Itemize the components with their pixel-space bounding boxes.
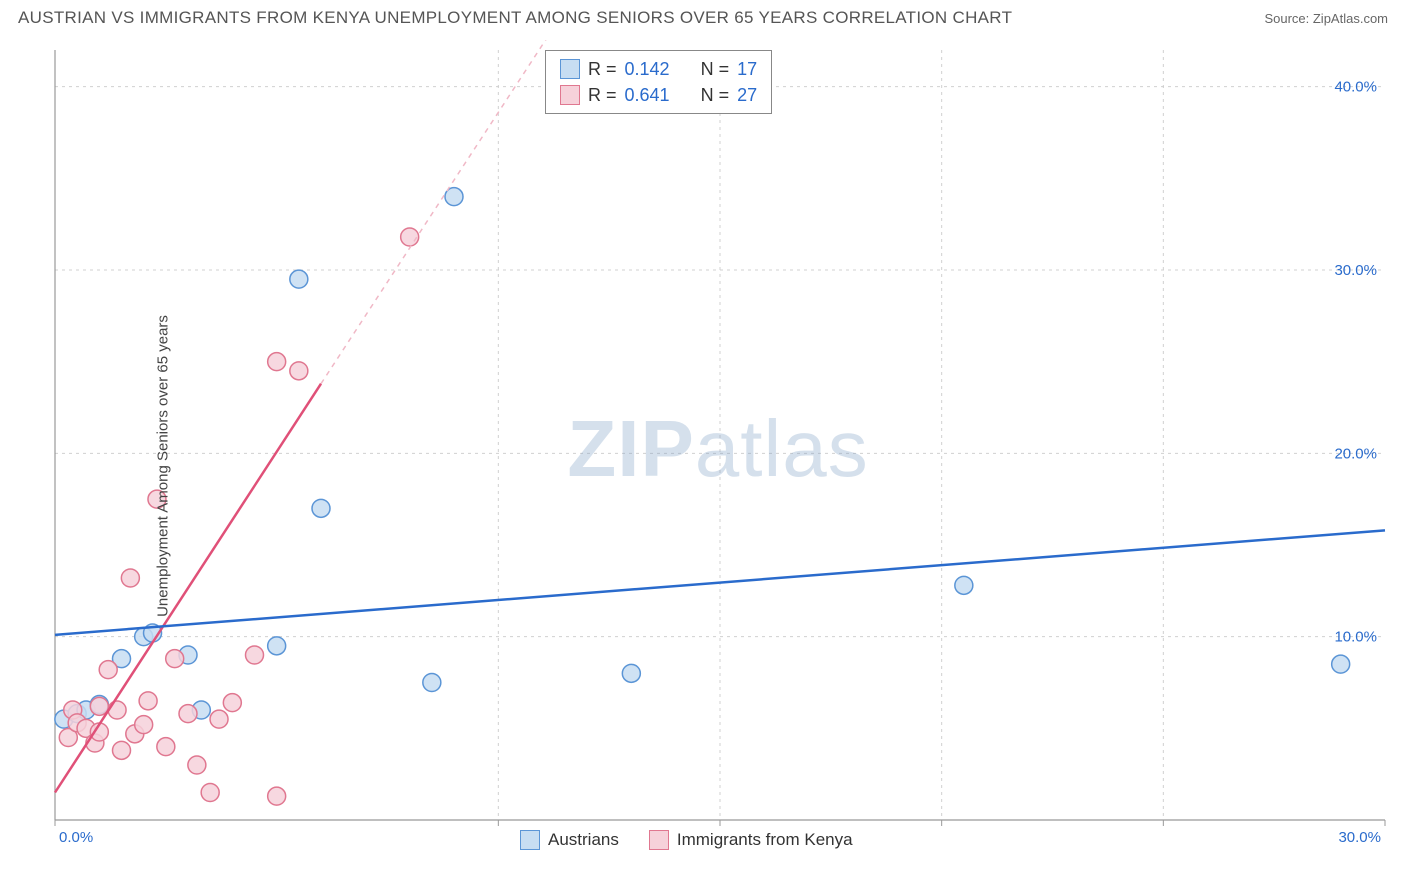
data-point — [312, 499, 330, 517]
stat-row: R = 0.641 N = 27 — [560, 82, 757, 108]
data-point — [290, 362, 308, 380]
legend-swatch — [649, 830, 669, 850]
bottom-legend: Austrians Immigrants from Kenya — [520, 830, 853, 850]
n-value: 27 — [737, 82, 757, 108]
data-point — [268, 787, 286, 805]
data-point — [268, 637, 286, 655]
legend-swatch — [560, 59, 580, 79]
data-point — [188, 756, 206, 774]
legend-label: Austrians — [548, 830, 619, 850]
data-point — [622, 664, 640, 682]
data-point — [246, 646, 264, 664]
legend-item: Austrians — [520, 830, 619, 850]
scatter-plot-svg: 10.0% 20.0% 30.0% 40.0% 0.0% 30.0% — [0, 40, 1406, 860]
data-point — [113, 741, 131, 759]
y-axis-label: Unemployment Among Seniors over 65 years — [154, 315, 171, 617]
source-attribution: Source: ZipAtlas.com — [1264, 11, 1388, 26]
data-point — [135, 716, 153, 734]
data-point — [423, 674, 441, 692]
data-point — [223, 694, 241, 712]
data-point — [268, 353, 286, 371]
data-point — [210, 710, 228, 728]
r-value: 0.142 — [625, 56, 670, 82]
svg-text:10.0%: 10.0% — [1334, 629, 1377, 646]
legend-label: Immigrants from Kenya — [677, 830, 853, 850]
chart-title: AUSTRIAN VS IMMIGRANTS FROM KENYA UNEMPL… — [18, 8, 1012, 28]
data-point — [108, 701, 126, 719]
data-point — [290, 270, 308, 288]
r-value: 0.641 — [625, 82, 670, 108]
trendline-kenya-solid — [55, 384, 321, 793]
data-point — [139, 692, 157, 710]
data-point — [201, 784, 219, 802]
legend-swatch — [560, 85, 580, 105]
chart-area: Unemployment Among Seniors over 65 years… — [0, 40, 1406, 892]
data-point — [955, 576, 973, 594]
stat-row: R = 0.142 N = 17 — [560, 56, 757, 82]
svg-text:0.0%: 0.0% — [59, 829, 93, 846]
data-point — [1332, 655, 1350, 673]
svg-text:20.0%: 20.0% — [1334, 445, 1377, 462]
data-point — [99, 661, 117, 679]
svg-text:40.0%: 40.0% — [1334, 79, 1377, 96]
svg-text:30.0%: 30.0% — [1334, 262, 1377, 279]
svg-text:30.0%: 30.0% — [1338, 829, 1381, 846]
data-point — [121, 569, 139, 587]
correlation-stats-box: R = 0.142 N = 17 R = 0.641 N = 27 — [545, 50, 772, 114]
legend-swatch — [520, 830, 540, 850]
data-point — [179, 705, 197, 723]
chart-header: AUSTRIAN VS IMMIGRANTS FROM KENYA UNEMPL… — [0, 0, 1406, 32]
n-value: 17 — [737, 56, 757, 82]
data-point — [157, 738, 175, 756]
legend-item: Immigrants from Kenya — [649, 830, 853, 850]
data-point — [166, 650, 184, 668]
